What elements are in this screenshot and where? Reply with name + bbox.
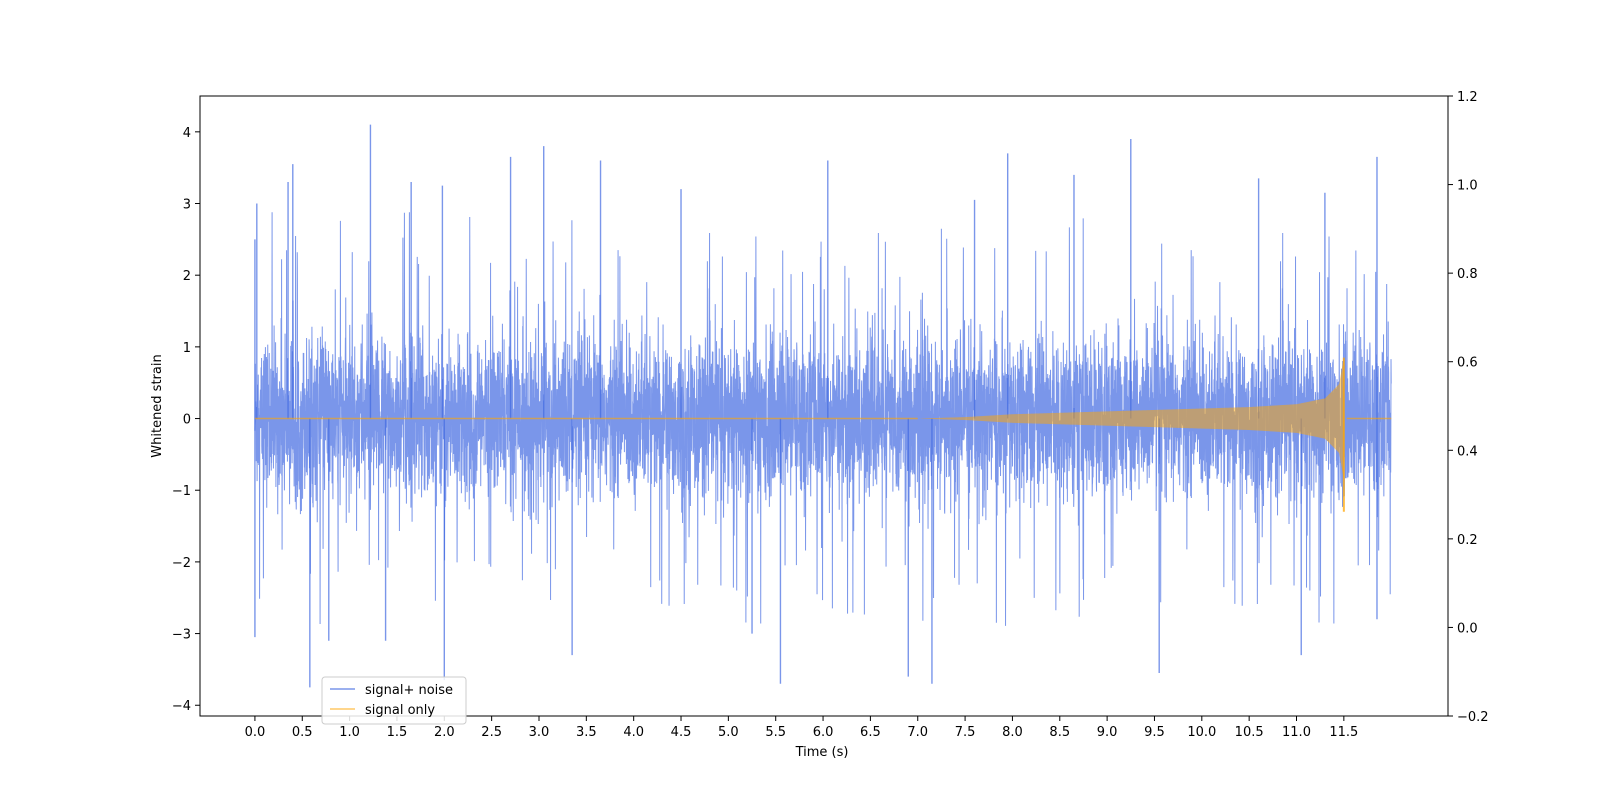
y-tick-label: −3 <box>172 628 191 643</box>
x-tick-label: 5.0 <box>718 725 739 740</box>
y-tick-label: −4 <box>172 699 191 714</box>
x-axis: 0.0 0.5 1.0 1.5 2.0 2.5 3.0 3.5 4.0 4.5 5.0 5.5 6.0 6… <box>245 716 1358 740</box>
plot-area <box>254 124 1392 688</box>
signal-only-series <box>254 357 1392 512</box>
y-tick-label: 4 <box>183 126 191 141</box>
y-axis-left: −4 −3 −2 −1 0 1 2 3 4 <box>172 126 200 714</box>
legend-label-signal-noise: signal+ noise <box>365 683 453 698</box>
y-tick-label: 1 <box>183 341 191 356</box>
x-tick-label: 0.0 <box>245 725 266 740</box>
y-tick-label: 2 <box>183 269 191 284</box>
x-tick-label: 10.5 <box>1235 725 1264 740</box>
plot-frame <box>199 95 1449 717</box>
x-tick-label: 7.0 <box>907 725 928 740</box>
x-tick-label: 1.5 <box>387 725 408 740</box>
x-tick-label: 2.5 <box>481 725 502 740</box>
y-axis-label: Whitened strain <box>150 354 165 457</box>
x-tick-label: 3.0 <box>529 725 550 740</box>
y2-tick-label: 1.2 <box>1457 90 1478 105</box>
x-tick-label: 5.5 <box>765 725 786 740</box>
y-tick-label: 3 <box>183 198 191 213</box>
x-tick-label: 1.0 <box>339 725 360 740</box>
signal-only-envelope <box>254 357 1344 480</box>
x-tick-label: 3.5 <box>576 725 597 740</box>
legend-box <box>321 676 467 725</box>
y-tick-label: −2 <box>172 556 191 571</box>
x-tick-label: 8.5 <box>1049 725 1070 740</box>
y2-tick-label: 0.8 <box>1457 267 1478 282</box>
y-tick-label: 0 <box>183 413 191 428</box>
x-tick-label: 8.0 <box>1002 725 1023 740</box>
x-axis-label: Time (s) <box>795 745 849 760</box>
x-tick-label: 11.0 <box>1282 725 1311 740</box>
x-tick-label: 10.0 <box>1187 725 1216 740</box>
x-tick-label: 11.5 <box>1329 725 1358 740</box>
x-tick-label: 9.0 <box>1097 725 1118 740</box>
x-tick-label: 4.0 <box>623 725 644 740</box>
y-tick-label: −1 <box>172 484 191 499</box>
y2-tick-label: 1.0 <box>1457 179 1478 194</box>
x-tick-label: 7.5 <box>955 725 976 740</box>
y2-tick-label: 0.4 <box>1457 444 1478 459</box>
x-tick-label: 6.0 <box>813 725 834 740</box>
y2-tick-label: 0.6 <box>1457 356 1478 371</box>
legend: signal+ noise signal only <box>321 676 467 725</box>
signal-noise-series <box>254 124 1392 688</box>
x-tick-label: 4.5 <box>671 725 692 740</box>
y2-tick-label: 0.0 <box>1457 621 1478 636</box>
x-tick-label: 2.0 <box>434 725 455 740</box>
legend-label-signal-only: signal only <box>365 703 435 718</box>
x-tick-label: 9.5 <box>1144 725 1165 740</box>
y-axis-right: −0.2 0.0 0.2 0.4 0.6 0.8 1.0 1.2 <box>1448 90 1489 725</box>
y2-tick-label: −0.2 <box>1457 710 1489 725</box>
y2-tick-label: 0.2 <box>1457 533 1478 548</box>
x-tick-label: 0.5 <box>292 725 313 740</box>
x-tick-label: 6.5 <box>860 725 881 740</box>
